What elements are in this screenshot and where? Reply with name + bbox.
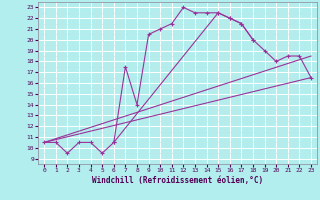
- X-axis label: Windchill (Refroidissement éolien,°C): Windchill (Refroidissement éolien,°C): [92, 176, 263, 185]
